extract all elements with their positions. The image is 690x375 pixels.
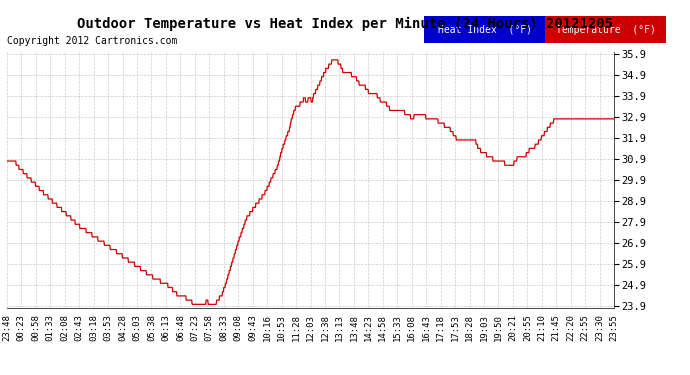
Text: Outdoor Temperature vs Heat Index per Minute (24 Hours) 20121205: Outdoor Temperature vs Heat Index per Mi…: [77, 17, 613, 31]
Text: Temperature  (°F): Temperature (°F): [555, 25, 656, 34]
Text: Copyright 2012 Cartronics.com: Copyright 2012 Cartronics.com: [7, 36, 177, 46]
Text: Heat Index  (°F): Heat Index (°F): [437, 25, 532, 34]
